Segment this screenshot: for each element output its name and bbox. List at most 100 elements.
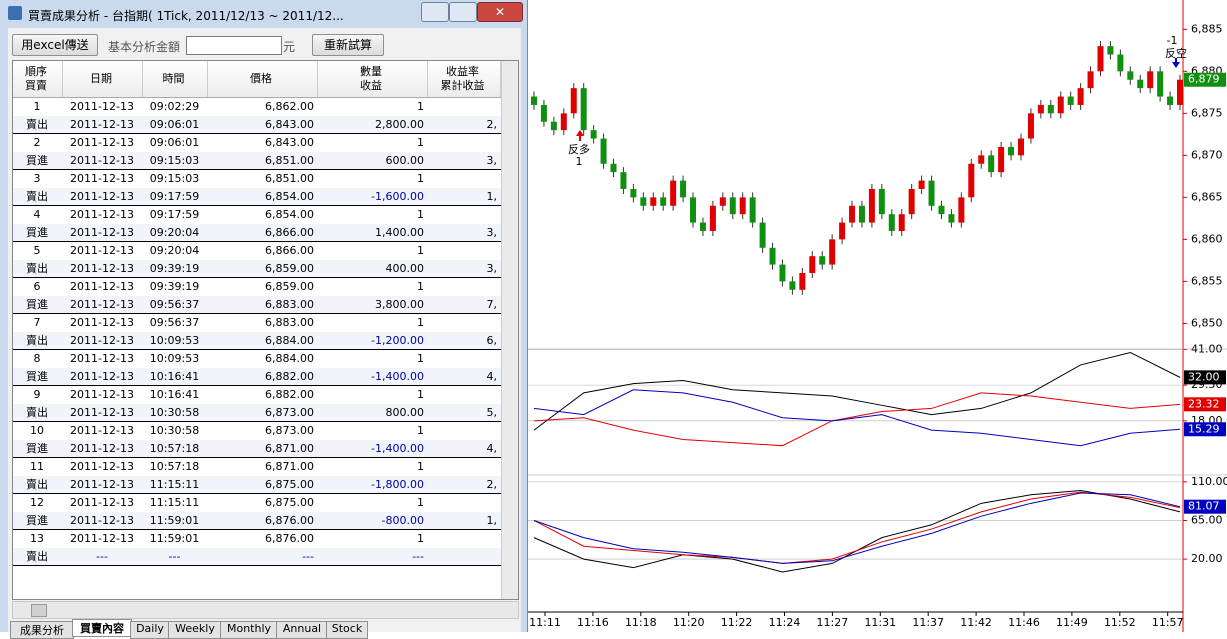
- table-cell: 1: [417, 316, 424, 329]
- value-box: [1184, 422, 1226, 437]
- column-header: 日期: [90, 72, 112, 85]
- candle: [819, 256, 826, 265]
- x-tick-label: 11:24: [769, 616, 801, 629]
- value-box: [1184, 499, 1226, 514]
- table-cell: 09:15:03: [149, 154, 200, 167]
- candle: [928, 180, 935, 206]
- x-tick-label: 11:16: [577, 616, 609, 629]
- table-cell: 09:06:01: [149, 136, 200, 149]
- annotation: 1: [576, 155, 583, 168]
- candle: [938, 205, 945, 215]
- candle: [540, 104, 547, 122]
- recalc-button[interactable]: 重新試算: [312, 34, 384, 56]
- window-icon: [8, 6, 22, 20]
- tab[interactable]: Stock: [326, 621, 368, 639]
- exit-row-bg: [13, 332, 501, 350]
- candle: [719, 197, 726, 206]
- table-cell: 7: [33, 316, 41, 329]
- scroll-thumb[interactable]: [31, 604, 47, 617]
- header-separator: [317, 61, 318, 97]
- table-cell: 6,884.00: [265, 334, 314, 347]
- tab[interactable]: Monthly: [220, 621, 278, 639]
- table-cell: -1,400.00: [371, 370, 424, 383]
- horizontal-scrollbar[interactable]: [12, 601, 519, 619]
- header-separator: [62, 61, 63, 97]
- exit-row-bg: [13, 368, 501, 386]
- table-cell: 2011-12-13: [70, 424, 134, 437]
- value-box: [1184, 397, 1226, 412]
- exit-row-bg: [13, 116, 501, 134]
- minimize-button[interactable]: [421, 2, 449, 22]
- table-cell: 4,: [486, 370, 498, 383]
- table-cell: 賣出: [26, 478, 48, 491]
- trade-table: 順序 買賣 日期 時間 價格 數量 收益 收益率 累計收益 1 2011-12-13 09:02:29…: [12, 60, 519, 600]
- table-cell: ---: [168, 550, 181, 563]
- table-cell: 2011-12-13: [70, 172, 134, 185]
- table-cell: -1,600.00: [371, 190, 424, 203]
- table-cell: 3,: [486, 154, 498, 167]
- candle: [1137, 79, 1144, 89]
- table-cell: 賣出: [26, 262, 48, 275]
- tab[interactable]: Annual: [276, 621, 328, 639]
- candle: [1077, 88, 1084, 105]
- table-cell: 2011-12-13: [70, 280, 134, 293]
- amount-input[interactable]: [186, 36, 282, 55]
- candle: [699, 222, 706, 231]
- candle: [1107, 46, 1114, 55]
- table-cell: 2011-12-13: [70, 118, 134, 131]
- table-cell: 1: [417, 208, 424, 221]
- table-cell: 5,: [486, 406, 498, 419]
- candle: [580, 88, 587, 131]
- exit-row-bg: [13, 440, 501, 458]
- table-cell: 09:15:03: [149, 172, 200, 185]
- value-box: [1184, 370, 1226, 385]
- table-cell: 1: [33, 100, 41, 113]
- table-cell: 2011-12-13: [70, 190, 134, 203]
- table-cell: 6,875.00: [265, 496, 314, 509]
- table-cell: 1,: [486, 190, 498, 203]
- table-cell: 09:56:37: [149, 316, 200, 329]
- table-cell: 3,: [486, 226, 498, 239]
- table-cell: 10:30:58: [149, 406, 200, 419]
- candle: [998, 146, 1005, 173]
- value-box-label: 32.00: [1188, 370, 1220, 383]
- vertical-scrollbar[interactable]: [501, 61, 518, 599]
- table-cell: 2,800.00: [375, 118, 424, 131]
- table-cell: 6,882.00: [265, 370, 314, 383]
- close-button[interactable]: ✕: [477, 2, 523, 22]
- candle: [600, 138, 607, 164]
- table-cell: 2011-12-13: [70, 244, 134, 257]
- table-cell: -1,400.00: [371, 442, 424, 455]
- table-cell: 賣出: [26, 190, 48, 203]
- y-tick-label: 6,885: [1191, 22, 1223, 35]
- export-button[interactable]: 用excel傳送: [12, 34, 98, 56]
- table-cell: 2011-12-13: [70, 334, 134, 347]
- tab[interactable]: Weekly: [168, 621, 222, 639]
- indicator-line: [533, 351, 1181, 431]
- exit-row-bg: [13, 296, 501, 314]
- x-tick-label: 11:42: [960, 616, 992, 629]
- candle: [739, 197, 746, 215]
- tab[interactable]: 買賣內容: [72, 619, 132, 637]
- candle: [839, 222, 846, 240]
- candle: [958, 197, 965, 223]
- table-cell: 2011-12-13: [70, 460, 134, 473]
- table-cell: 6,854.00: [265, 208, 314, 221]
- y-tick-label: 6,875: [1191, 106, 1223, 119]
- candle: [690, 197, 697, 223]
- exit-row-bg: [13, 224, 501, 242]
- tab[interactable]: Daily: [130, 621, 170, 639]
- maximize-button[interactable]: [449, 2, 477, 22]
- x-tick-label: 11:31: [864, 616, 896, 629]
- candle: [550, 121, 557, 131]
- table-cell: 1: [417, 172, 424, 185]
- tab[interactable]: 成果分析: [10, 621, 74, 639]
- candle: [620, 172, 627, 189]
- table-cell: 2011-12-13: [70, 496, 134, 509]
- table-cell: 2011-12-13: [70, 514, 134, 527]
- table-cell: 買進: [26, 298, 48, 311]
- table-cell: 2011-12-13: [70, 298, 134, 311]
- candle: [978, 155, 985, 164]
- candle: [630, 188, 637, 198]
- table-cell: 6,: [486, 334, 498, 347]
